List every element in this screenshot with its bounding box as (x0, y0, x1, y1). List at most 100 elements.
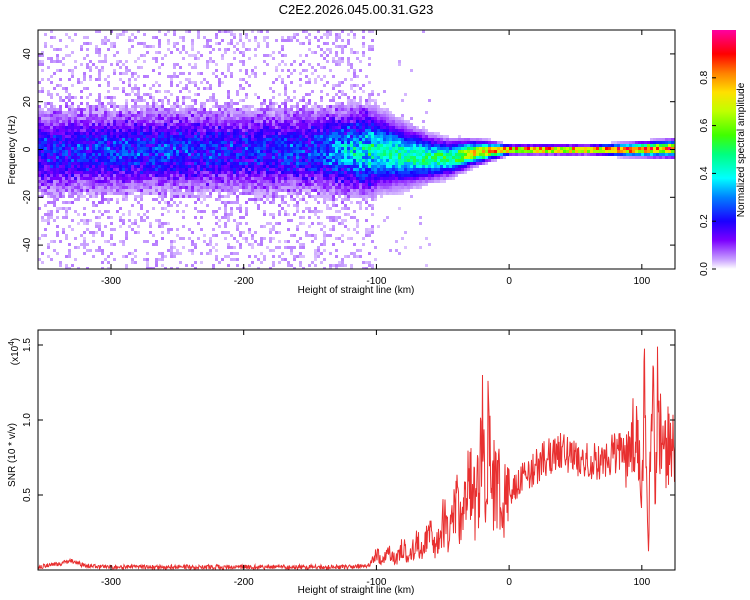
heatmap-cell (278, 108, 281, 111)
heatmap-cell (152, 159, 155, 162)
heatmap-cell (311, 195, 314, 198)
heatmap-cell (206, 120, 209, 123)
heatmap-cell (320, 147, 323, 150)
heatmap-cell (347, 129, 350, 132)
heatmap-cell (146, 174, 149, 177)
heatmap-cell (53, 60, 56, 63)
heatmap-cell (59, 99, 62, 102)
heatmap-cell (161, 171, 164, 174)
heatmap-cell (44, 180, 47, 183)
heatmap-cell (320, 153, 323, 156)
heatmap-cell (176, 210, 179, 213)
heatmap-cell (242, 114, 245, 117)
heatmap-cell (272, 156, 275, 159)
heatmap-cell (38, 258, 41, 261)
heatmap-cell (206, 147, 209, 150)
heatmap-cell (227, 132, 230, 135)
heatmap-cell (113, 153, 116, 156)
heatmap-cell (86, 129, 89, 132)
heatmap-cell (167, 153, 170, 156)
heatmap-cell (206, 45, 209, 48)
heatmap-cell (275, 114, 278, 117)
heatmap-cell (53, 141, 56, 144)
heatmap-cell (131, 99, 134, 102)
heatmap-cell (377, 180, 380, 183)
heatmap-cell (71, 153, 74, 156)
heatmap-cell (383, 129, 386, 132)
heatmap-cell (284, 87, 287, 90)
heatmap-cell (86, 144, 89, 147)
heatmap-cell (332, 135, 335, 138)
heatmap-cell (293, 258, 296, 261)
heatmap-cell (347, 174, 350, 177)
heatmap-cell (134, 36, 137, 39)
heatmap-cell (65, 162, 68, 165)
heatmap-cell (218, 108, 221, 111)
heatmap-cell (173, 186, 176, 189)
heatmap-cell (107, 141, 110, 144)
heatmap-cell (368, 132, 371, 135)
heatmap-cell (269, 54, 272, 57)
heatmap-cell (329, 264, 332, 267)
heatmap-cell (329, 186, 332, 189)
heatmap-cell (98, 120, 101, 123)
heatmap-cell (164, 180, 167, 183)
heatmap-cell (272, 120, 275, 123)
heatmap-cell (257, 198, 260, 201)
heatmap-cell (101, 129, 104, 132)
heatmap-cell (350, 216, 353, 219)
heatmap-cell (71, 138, 74, 141)
heatmap-cell (41, 126, 44, 129)
heatmap-cell (242, 111, 245, 114)
heatmap-cell (305, 93, 308, 96)
heatmap-cell (128, 48, 131, 51)
heatmap-cell (164, 126, 167, 129)
heatmap-cell (314, 144, 317, 147)
heatmap-cell (314, 81, 317, 84)
heatmap-cell (179, 183, 182, 186)
heatmap-cell (104, 39, 107, 42)
heatmap-cell (59, 183, 62, 186)
heatmap-cell (68, 99, 71, 102)
heatmap-cell (83, 240, 86, 243)
heatmap-cell (257, 168, 260, 171)
heatmap-cell (149, 126, 152, 129)
heatmap-cell (218, 156, 221, 159)
heatmap-cell (341, 192, 344, 195)
heatmap-cell (272, 117, 275, 120)
heatmap-cell (248, 150, 251, 153)
heatmap-cell (143, 186, 146, 189)
heatmap-cell (203, 210, 206, 213)
heatmap-cell (197, 147, 200, 150)
heatmap-cell (263, 111, 266, 114)
heatmap-cell (383, 126, 386, 129)
heatmap-cell (143, 111, 146, 114)
heatmap-cell (260, 165, 263, 168)
heatmap-cell (302, 267, 305, 269)
heatmap-cell (122, 117, 125, 120)
heatmap-cell (206, 129, 209, 132)
heatmap-cell (251, 186, 254, 189)
heatmap-cell (65, 138, 68, 141)
heatmap-cell (107, 186, 110, 189)
heatmap-cell (200, 186, 203, 189)
heatmap-cell (152, 111, 155, 114)
heatmap-cell (65, 156, 68, 159)
heatmap-cell (98, 189, 101, 192)
heatmap-cell (359, 207, 362, 210)
heatmap-cell (350, 120, 353, 123)
heatmap-cell (242, 135, 245, 138)
heatmap-cell (164, 171, 167, 174)
heatmap-cell (71, 201, 74, 204)
heatmap-cell (119, 189, 122, 192)
heatmap-cell (308, 144, 311, 147)
heatmap-cell (299, 141, 302, 144)
heatmap-cell (374, 174, 377, 177)
heatmap-cell (170, 168, 173, 171)
heatmap-cell (86, 111, 89, 114)
heatmap-cell (362, 198, 365, 201)
heatmap-cell (104, 54, 107, 57)
heatmap-cell (215, 126, 218, 129)
heatmap-cell (368, 231, 371, 234)
heatmap-cell (347, 150, 350, 153)
